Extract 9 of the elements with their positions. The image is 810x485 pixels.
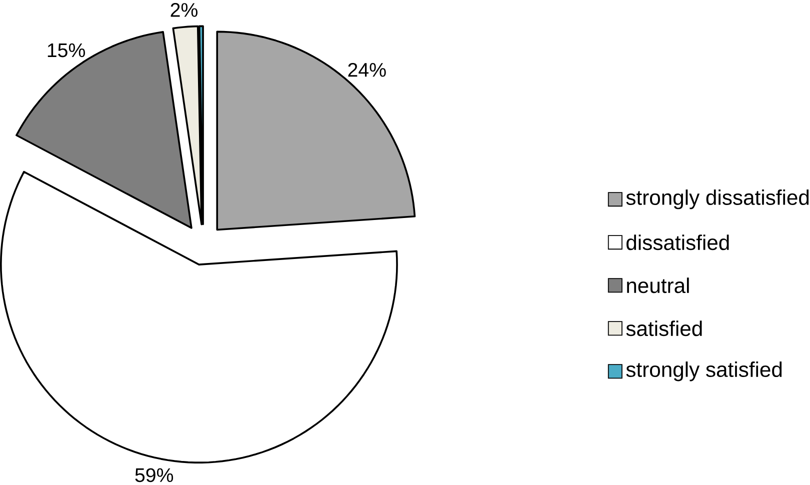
legend-label: strongly dissatisfied bbox=[626, 189, 809, 210]
legend-label: strongly satisfied bbox=[626, 361, 782, 382]
data-label: 24% bbox=[348, 62, 386, 77]
legend-label: satisfied bbox=[626, 320, 702, 336]
data-label: 15% bbox=[48, 43, 85, 58]
data-label: 2% bbox=[170, 2, 198, 17]
legend-label: neutral bbox=[627, 278, 689, 294]
legend-label: dissatisfied bbox=[626, 234, 729, 250]
data-label: 59% bbox=[135, 468, 174, 482]
